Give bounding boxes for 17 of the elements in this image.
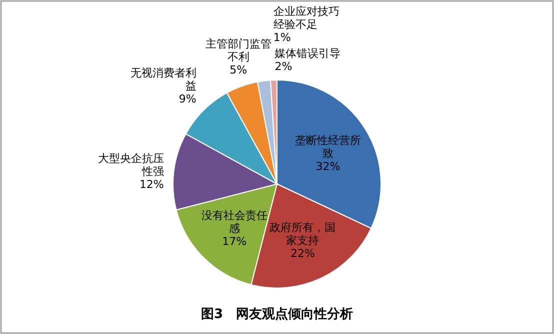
data-label: 17% [222,235,247,248]
slice-label: 政府所有，国家支持 [270,221,336,248]
slice-label: 企业应对技巧经验不足 [273,5,340,32]
slice-label: 垄断性经营所致 [294,134,361,160]
data-label: 32% [316,160,340,174]
slice-label: 大型央企抗压性强 [98,152,164,178]
slice-label: 主管部门监管不利 [205,38,272,64]
slice-label: 无视消费者利益 [130,66,196,92]
data-label: 9% [178,92,196,106]
data-label: 1% [273,31,291,44]
data-label: 5% [230,64,248,77]
data-label: 22% [290,247,315,260]
slice-label: 媒体错误引导 [274,46,341,60]
data-label: 12% [139,178,164,192]
text: 图3 网友观点倾向性分析 [200,306,354,322]
data-label: 2% [274,60,292,73]
slice-label: 没有社会责任感 [201,209,268,236]
